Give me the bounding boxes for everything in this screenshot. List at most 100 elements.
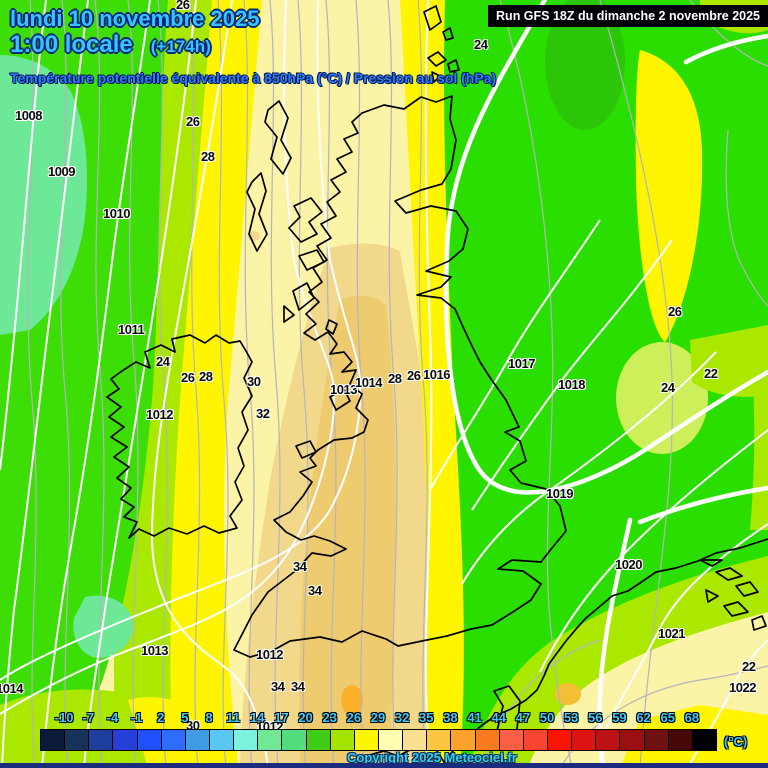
chart-subtitle: Température potentielle équivalente à 85… [10, 70, 497, 86]
legend-color-cell [378, 730, 404, 750]
theta-e-label: 34 [293, 559, 307, 574]
continent-coast [440, 538, 768, 768]
legend-tick-label: 56 [588, 710, 603, 725]
legend-color-cell [499, 730, 524, 750]
legend-color-cell [185, 730, 210, 750]
legend-color-cell [41, 730, 66, 750]
legend-tick-label: 59 [612, 710, 627, 725]
pressure-label: 1012 [256, 647, 283, 662]
legend-tick-label: 11 [226, 710, 241, 725]
dutch-islands [699, 559, 767, 631]
legend-tick-label: 14 [250, 710, 265, 725]
theta-e-label: 22 [742, 659, 756, 674]
legend-tick-label: 38 [443, 710, 458, 725]
pressure-label: 1022 [729, 680, 756, 695]
isle-of-man [329, 388, 351, 411]
pressure-label: 1012 [146, 407, 173, 422]
legend-color-cell [306, 730, 331, 750]
legend-color-cell [258, 730, 283, 750]
run-banner: Run GFS 18Z du dimanche 2 novembre 2025 [488, 5, 768, 27]
legend-tick-label: 26 [346, 710, 362, 725]
legend-color-cell [354, 730, 379, 750]
theta-e-label: 24 [156, 354, 170, 369]
northern-isles [423, 5, 460, 83]
bottom-border-strip [0, 763, 768, 768]
legend-tick-label: 20 [298, 710, 313, 725]
legend-tick-label: 44 [491, 710, 506, 725]
legend-color-cell [234, 730, 259, 750]
legend-tick-label: 68 [684, 710, 700, 725]
pressure-label: 1019 [546, 486, 573, 501]
pressure-label: 1014 [355, 375, 382, 390]
legend-tick-label: 50 [539, 710, 555, 725]
legend-tick-label: 23 [322, 710, 337, 725]
legend-color-cell [475, 730, 500, 750]
theta-e-label: 34 [308, 583, 322, 598]
legend-tick-label: -1 [130, 710, 143, 725]
cotentin-peninsula [493, 685, 521, 732]
pressure-label: 1014 [0, 681, 23, 696]
legend-color-cell [209, 730, 235, 750]
theta-e-label: 28 [388, 371, 402, 386]
legend-color-cell [161, 730, 186, 750]
theta-e-label: 26 [181, 370, 195, 385]
time-title: 1:00 locale (+174h) [10, 31, 211, 59]
pressure-label: 1016 [423, 367, 450, 382]
coastlines [106, 5, 768, 768]
legend-tick-label: -7 [82, 710, 95, 725]
legend-color-cell [523, 730, 548, 750]
pressure-label: 1017 [508, 356, 535, 371]
pressure-label: 1020 [615, 557, 642, 572]
legend-color-cell [572, 730, 597, 750]
legend-color-cell [137, 730, 162, 750]
legend-tick-label: 65 [660, 710, 675, 725]
legend-unit: (°C) [724, 734, 748, 749]
theta-e-label: 26 [668, 304, 682, 319]
legend-color-cell [644, 730, 669, 750]
theta-e-label: 28 [201, 149, 215, 164]
legend-color-cell [113, 730, 138, 750]
theta-e-label: 34 [271, 679, 285, 694]
legend-tick-label: 35 [419, 710, 434, 725]
theta-e-label: 32 [256, 406, 270, 421]
anglesey [295, 440, 317, 459]
date-title: lundi 10 novembre 2025 [10, 6, 260, 31]
legend-color-cell [282, 730, 307, 750]
pressure-label: 1008 [15, 108, 42, 123]
legend-tick-label: -10 [54, 710, 74, 725]
copyright-text: Copyright 2025 Meteociel.fr [347, 750, 517, 765]
legend-tick-label: 8 [205, 710, 213, 725]
legend-color-cell [620, 730, 645, 750]
pressure-label: 1013 [330, 382, 357, 397]
legend-tick-label: 47 [515, 710, 531, 725]
legend-tick-label: 2 [157, 710, 165, 725]
legend-tick-label: 29 [370, 710, 386, 725]
theta-e-label: 30 [247, 374, 261, 389]
legend-color-cell [692, 730, 716, 750]
hebrides-islands [246, 100, 338, 335]
legend-color-cell [403, 730, 428, 750]
forecast-offset: (+174h) [150, 37, 211, 56]
legend-tick-label: 62 [636, 710, 651, 725]
legend-color-cell [89, 730, 114, 750]
pressure-label: 1010 [103, 206, 130, 221]
theta-e-label: 26 [186, 114, 200, 129]
legend-tick-label: 53 [563, 710, 579, 725]
pressure-label: 1013 [141, 643, 168, 658]
ireland-coast [106, 334, 253, 539]
legend-tick-label: 41 [467, 710, 482, 725]
pressure-label: 1018 [558, 377, 585, 392]
legend-tick-label: -4 [106, 710, 119, 725]
theta-e-label: 26 [407, 368, 421, 383]
legend-tick-label: 5 [181, 710, 189, 725]
theta-e-label: 34 [291, 679, 305, 694]
legend-color-cell [547, 730, 573, 750]
theta-e-label: 22 [704, 366, 718, 381]
theta-e-label: 24 [474, 37, 488, 52]
legend-tick-label: 32 [394, 710, 410, 725]
pressure-label: 1011 [118, 322, 145, 337]
legend-color-cell [668, 730, 693, 750]
legend-tick-label: 17 [274, 710, 289, 725]
